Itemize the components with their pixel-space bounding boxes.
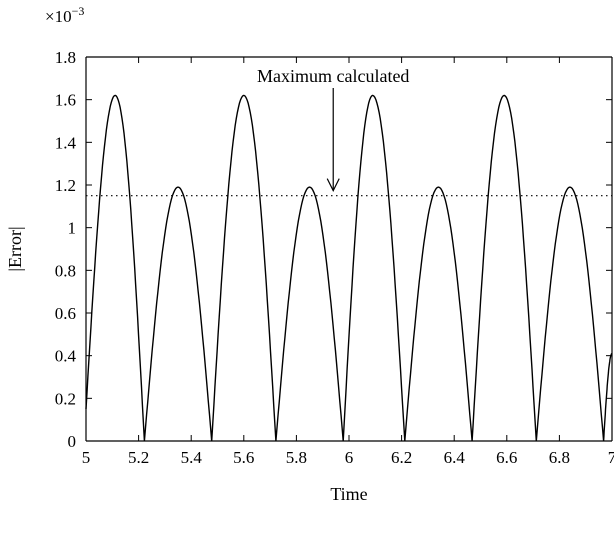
x-tick-label: 7 [608,448,614,467]
y-tick-label: 1.4 [55,133,77,152]
x-tick-label: 6.8 [549,448,570,467]
x-tick-label: 6 [345,448,354,467]
y-tick-label: 1.6 [55,91,76,110]
x-ticks: 5 5.2 5.4 5.6 5.8 6 6.2 6.4 6.6 6.8 7 [82,57,614,467]
x-tick-label: 5.2 [128,448,149,467]
y-tick-label: 1.8 [55,48,76,67]
y-tick-label: 0.4 [55,347,77,366]
annotation-text: Maximum calculated [257,66,409,86]
y-tick-label: 1.2 [55,176,76,195]
x-tick-label: 6.6 [496,448,517,467]
y-tick-label: 1 [68,219,77,238]
y-tick-label: 0.2 [55,389,76,408]
y-tick-label: 0 [68,432,77,451]
annotation-arrowhead [326,178,340,193]
x-axis-label: Time [330,484,367,504]
y-ticks: 0 0.2 0.4 0.6 0.8 1 1.2 1.4 1.6 1.8 [55,48,612,451]
x-tick-label: 6.2 [391,448,412,467]
error-series-line [85,94,613,442]
y-tick-label: 0.6 [55,304,76,323]
y-axis-label: |Error| [5,226,25,271]
y-tick-label: 0.8 [55,261,76,280]
y-multiplier: ×10−3 [45,4,84,26]
x-tick-label: 5.8 [286,448,307,467]
x-tick-label: 5.6 [233,448,254,467]
x-tick-label: 5.4 [181,448,203,467]
x-tick-label: 5 [82,448,91,467]
x-tick-label: 6.4 [444,448,466,467]
